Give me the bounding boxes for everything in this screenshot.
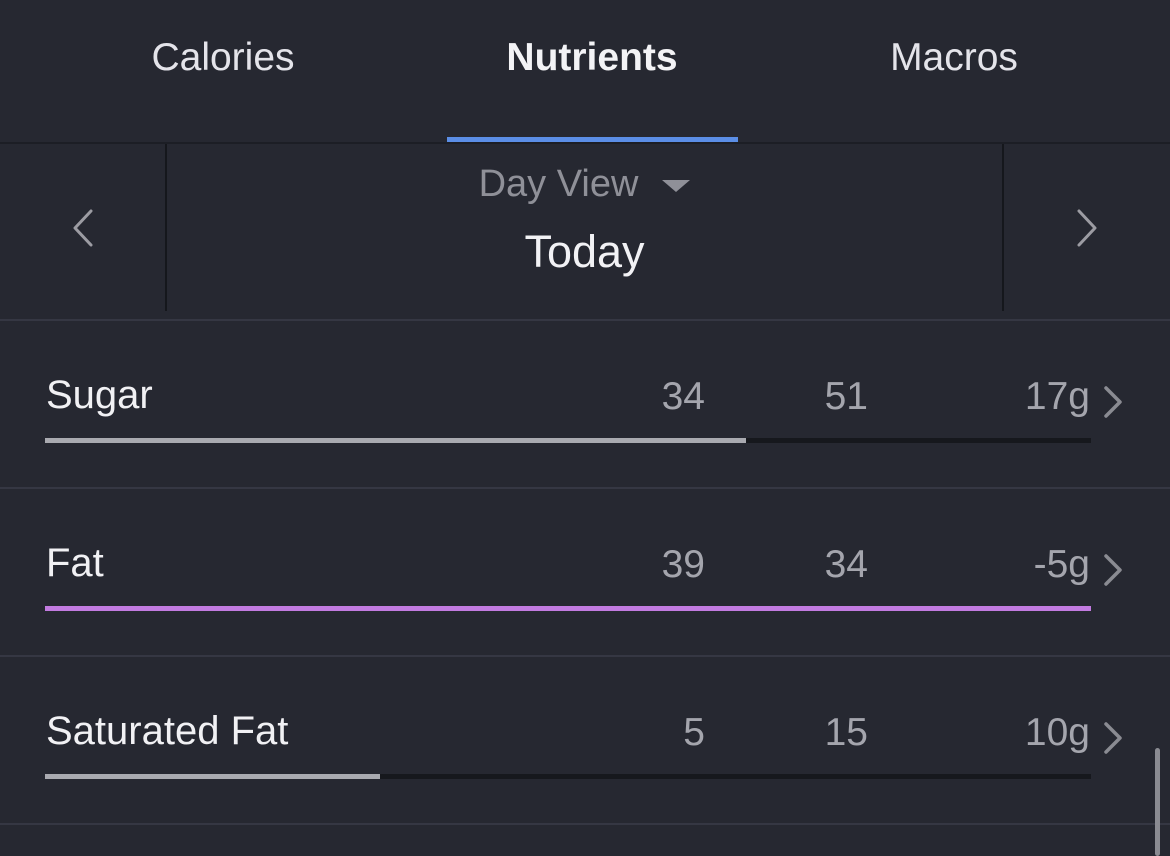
nutrient-remaining: -5g [1033,543,1090,586]
chevron-right-icon [1104,386,1122,418]
view-selector[interactable]: Day View [167,162,1002,206]
nutrient-remaining: 17g [1024,375,1090,418]
next-day-button[interactable] [1004,144,1170,311]
progress-track [45,438,1091,443]
tab-calories-label: Calories [151,36,295,79]
tab-nutrients[interactable]: Nutrients [446,0,738,142]
progress-track [45,774,1091,779]
progress-fill [45,774,380,779]
chevron-right-icon [1104,554,1122,586]
nutrient-total: 34 [661,375,705,418]
nutrient-name: Saturated Fat [46,709,289,753]
tab-bar: Calories Nutrients Macros [0,0,1170,144]
tab-nutrients-label: Nutrients [506,36,678,79]
nutrient-row-fat[interactable]: Fat 39 34 -5g [0,489,1170,657]
nutrient-goal: 15 [824,711,868,754]
nutrient-remaining: 10g [1024,711,1090,754]
date-navigator: Day View Today [0,144,1170,321]
date-display: Day View Today [167,144,1002,311]
tab-macros-label: Macros [890,36,1018,79]
nutrient-total: 5 [683,711,705,754]
nutrient-total: 39 [661,543,705,586]
tab-macros[interactable]: Macros [738,0,1170,142]
nutrient-name: Sugar [46,373,153,417]
active-tab-indicator [447,137,738,142]
nutrient-goal: 51 [824,375,868,418]
nutrient-name: Fat [46,541,104,585]
progress-fill [45,438,746,443]
nutrient-row-saturated-fat[interactable]: Saturated Fat 5 15 10g [0,657,1170,825]
previous-day-button[interactable] [0,144,166,311]
caret-down-icon [662,180,691,192]
nav-divider-right [1002,144,1004,311]
nutrient-row-sugar[interactable]: Sugar 34 51 17g [0,321,1170,489]
tab-calories[interactable]: Calories [0,0,446,142]
nutrient-list: Sugar 34 51 17g Fat 39 34 -5g Saturate [0,321,1170,825]
nutrient-goal: 34 [824,543,868,586]
current-date-label: Today [524,226,645,277]
progress-track [45,606,1091,611]
scrollbar[interactable] [1155,748,1160,856]
progress-fill [45,606,1091,611]
chevron-right-icon [1104,722,1122,754]
chevron-left-icon [73,209,93,246]
nav-divider-left [165,144,167,311]
chevron-right-icon [1077,209,1097,246]
view-selector-label: Day View [478,162,639,205]
